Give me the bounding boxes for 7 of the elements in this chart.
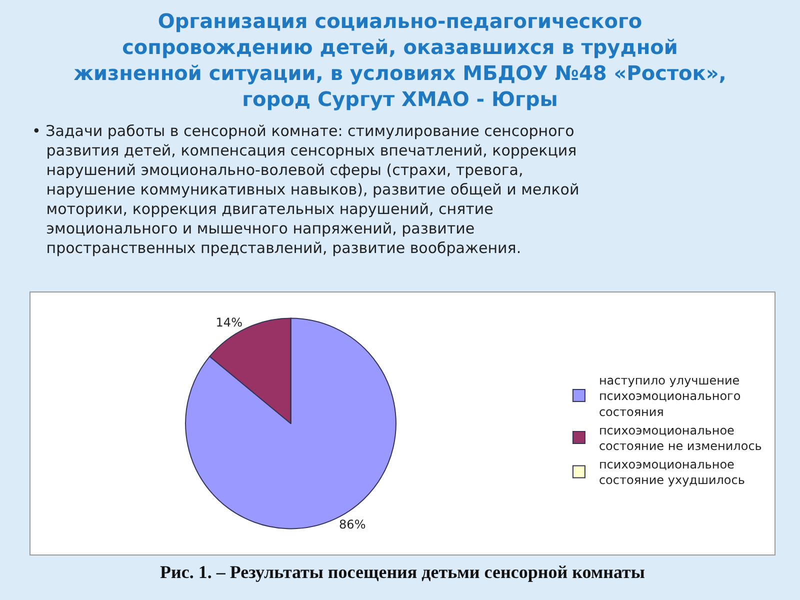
pie-slice	[185, 318, 396, 530]
chart-title: Организация социально-педагогического сопровождению детей, оказавшихся в трудной жизненной ситуации, в условиях МБДОУ №48 «Росток», город Сургут ХМАО - Югры	[74, 9, 726, 111]
legend-label: психоэмоциональное состояние ухудшилось	[598, 458, 745, 488]
data-label: 86%	[339, 517, 366, 532]
text: Рис. 1. – Результаты посещения детьми сенсорной комнаты	[160, 562, 645, 582]
text: • Задачи работы в сенсорной комнате: стимулирование сенсорного развития детей, компенсация сенсорных впечатлений, коррекция нарушений эмоционально-волевой сферы (страхи, тревога, нарушение коммуникативных навыков), развитие общей и мелкой моторики, коррекция двигательных нарушений, снятие эмоционального и мышечного напряжений, развитие пространственных представлений, развитие воображения.	[32, 122, 580, 257]
data-label: 14%	[216, 316, 242, 330]
